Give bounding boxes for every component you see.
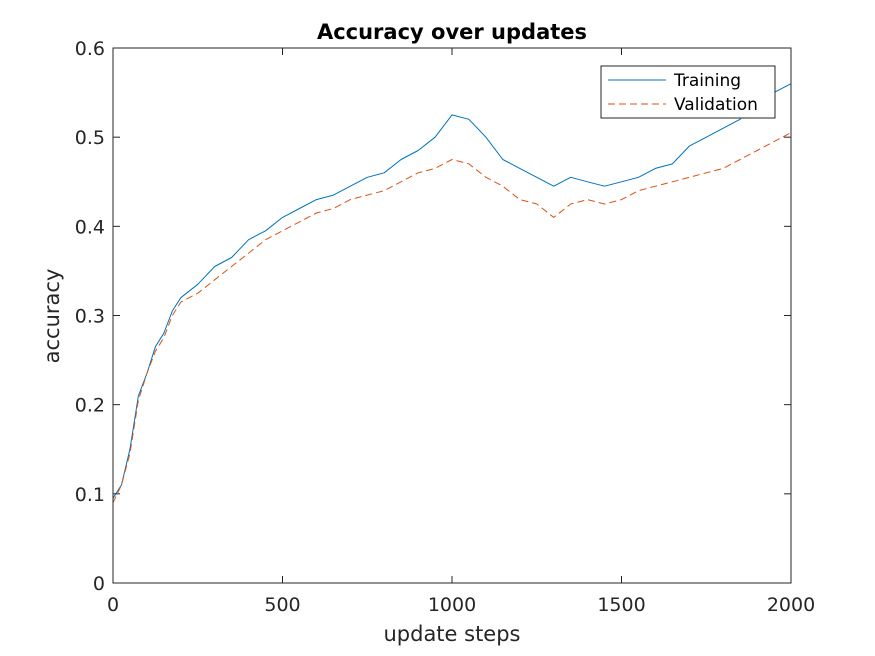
y-axis-label: accuracy: [40, 269, 64, 364]
x-tick-label: 500: [264, 594, 300, 616]
series-line-validation: [112, 132, 792, 504]
x-axis-label: update steps: [383, 622, 520, 646]
legend: Training Validation: [600, 65, 776, 119]
y-tick-label: 0.1: [75, 484, 105, 506]
plot-area: [113, 48, 791, 583]
legend-label-validation: Validation: [674, 95, 758, 115]
legend-label-training: Training: [673, 71, 741, 91]
x-tick-label: 2000: [767, 594, 815, 616]
y-tick-label: 0.5: [75, 127, 105, 149]
y-tick-label: 0.3: [75, 306, 105, 328]
chart-title: Accuracy over updates: [317, 20, 587, 44]
series-layer: [112, 83, 792, 504]
ticks-layer: 0 500 1000 1500 2000 0 0.1 0.2 0.3 0.4 0.5 0.6: [75, 38, 815, 616]
x-tick-label: 0: [107, 594, 119, 616]
y-tick-label: 0.6: [75, 38, 105, 60]
x-tick-label: 1000: [428, 594, 476, 616]
x-tick-label: 1500: [597, 594, 645, 616]
y-tick-label: 0: [93, 573, 105, 595]
y-tick-label: 0.4: [75, 216, 105, 238]
legend-box: [600, 65, 776, 119]
series-line-training: [112, 83, 792, 499]
y-tick-label: 0.2: [75, 395, 105, 417]
